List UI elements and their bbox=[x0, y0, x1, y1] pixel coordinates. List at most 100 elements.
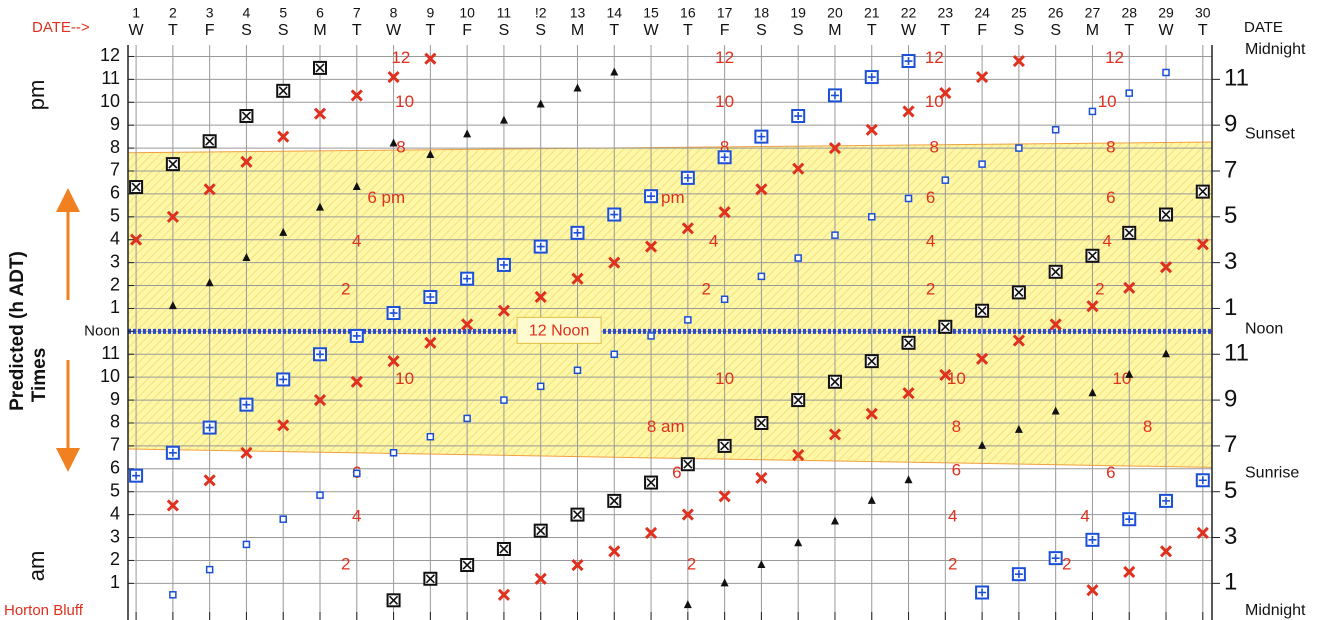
annotation: 2 bbox=[341, 555, 350, 574]
weekday: T bbox=[683, 22, 693, 39]
marker-triangle bbox=[536, 99, 545, 108]
annotation: 2 bbox=[687, 555, 696, 574]
marker-triangle bbox=[1088, 388, 1097, 397]
marker-triangle bbox=[389, 138, 398, 147]
data-point bbox=[242, 253, 251, 262]
marker-square bbox=[242, 540, 251, 549]
marker-plus bbox=[316, 350, 325, 359]
marker-cross bbox=[977, 306, 987, 316]
marker-x bbox=[902, 387, 915, 400]
data-point bbox=[717, 150, 732, 165]
data-point bbox=[683, 600, 692, 609]
annotation: 10 bbox=[925, 92, 944, 111]
data-point bbox=[350, 375, 363, 388]
marker-plus bbox=[683, 173, 692, 182]
annotation: 12 bbox=[1105, 48, 1124, 67]
marker-cross bbox=[1014, 287, 1024, 297]
data-point bbox=[754, 415, 769, 430]
day-number: 18 bbox=[754, 5, 770, 21]
data-point bbox=[794, 254, 802, 262]
marker-triangle bbox=[794, 538, 803, 547]
marker-x bbox=[240, 446, 253, 459]
weekday: T bbox=[940, 22, 950, 39]
data-point bbox=[867, 495, 876, 504]
weekday: F bbox=[977, 22, 987, 39]
y-tick-label: 3 bbox=[110, 251, 120, 271]
marker-plus bbox=[830, 91, 839, 100]
data-point bbox=[607, 493, 622, 508]
annotation: 4 bbox=[352, 231, 361, 250]
right-label: Noon bbox=[1245, 320, 1283, 337]
marker-x bbox=[976, 352, 989, 365]
marker-square bbox=[1015, 144, 1023, 152]
marker-plus bbox=[132, 471, 141, 480]
day-number: 5 bbox=[279, 5, 287, 21]
marker-cross bbox=[830, 377, 840, 387]
data-point bbox=[1159, 493, 1174, 508]
marker-square bbox=[463, 414, 471, 423]
data-point bbox=[1048, 551, 1063, 566]
marker-plus bbox=[205, 423, 214, 432]
marker-plus bbox=[463, 274, 472, 283]
y2-tick-label: 1 bbox=[1224, 294, 1237, 321]
marker-square bbox=[1125, 89, 1133, 97]
data-point bbox=[608, 256, 621, 269]
marker-cross bbox=[278, 86, 288, 96]
data-point bbox=[316, 491, 324, 499]
marker-square bbox=[1088, 107, 1097, 116]
marker-square bbox=[500, 396, 508, 404]
marker-triangle bbox=[1014, 424, 1023, 433]
marker-square bbox=[205, 565, 214, 574]
marker-plus bbox=[389, 309, 398, 318]
marker-cross bbox=[205, 136, 215, 146]
data-point bbox=[868, 213, 876, 221]
data-point bbox=[680, 457, 695, 472]
day-number: 1 bbox=[132, 5, 140, 21]
marker-plus bbox=[794, 112, 803, 121]
data-point bbox=[1123, 281, 1136, 294]
weekday: M bbox=[828, 22, 841, 39]
data-point bbox=[279, 227, 288, 236]
marker-x bbox=[755, 471, 768, 485]
data-point bbox=[902, 387, 915, 400]
marker-x bbox=[865, 407, 878, 420]
data-point bbox=[1085, 248, 1100, 263]
data-point bbox=[717, 438, 732, 453]
annotation: 10 bbox=[1112, 369, 1131, 388]
data-point bbox=[607, 207, 622, 222]
y2-tick-label: 7 bbox=[1224, 156, 1237, 183]
data-point bbox=[1162, 349, 1171, 358]
day-number: 27 bbox=[1085, 5, 1101, 21]
data-point bbox=[939, 87, 952, 100]
marker-x bbox=[534, 572, 547, 585]
data-point bbox=[976, 352, 989, 365]
y2-tick-label: 9 bbox=[1224, 385, 1237, 412]
marker-plus bbox=[573, 228, 582, 237]
marker-x bbox=[1159, 545, 1173, 558]
marker-square bbox=[1162, 68, 1170, 77]
y-tick-label: 2 bbox=[110, 274, 120, 294]
data-point bbox=[240, 155, 253, 168]
data-point bbox=[830, 516, 839, 525]
marker-square bbox=[353, 469, 361, 478]
marker-x bbox=[313, 394, 327, 407]
data-point bbox=[496, 541, 511, 556]
marker-x bbox=[902, 105, 915, 118]
marker-x bbox=[1196, 238, 1209, 251]
marker-plus bbox=[536, 242, 545, 251]
marker-x bbox=[166, 210, 179, 223]
marker-x bbox=[1012, 334, 1025, 347]
data-point bbox=[794, 538, 803, 547]
data-point bbox=[1159, 261, 1173, 274]
data-point bbox=[939, 368, 952, 381]
marker-plus bbox=[279, 375, 288, 384]
y2-tick-label: 7 bbox=[1224, 431, 1237, 458]
weekday: T bbox=[425, 22, 435, 39]
data-point bbox=[865, 123, 878, 136]
day-number: 17 bbox=[717, 5, 733, 21]
marker-cross bbox=[903, 338, 914, 348]
marker-plus bbox=[610, 210, 619, 219]
marker-x bbox=[461, 318, 474, 331]
marker-x bbox=[1123, 565, 1136, 578]
marker-plus bbox=[426, 292, 435, 301]
